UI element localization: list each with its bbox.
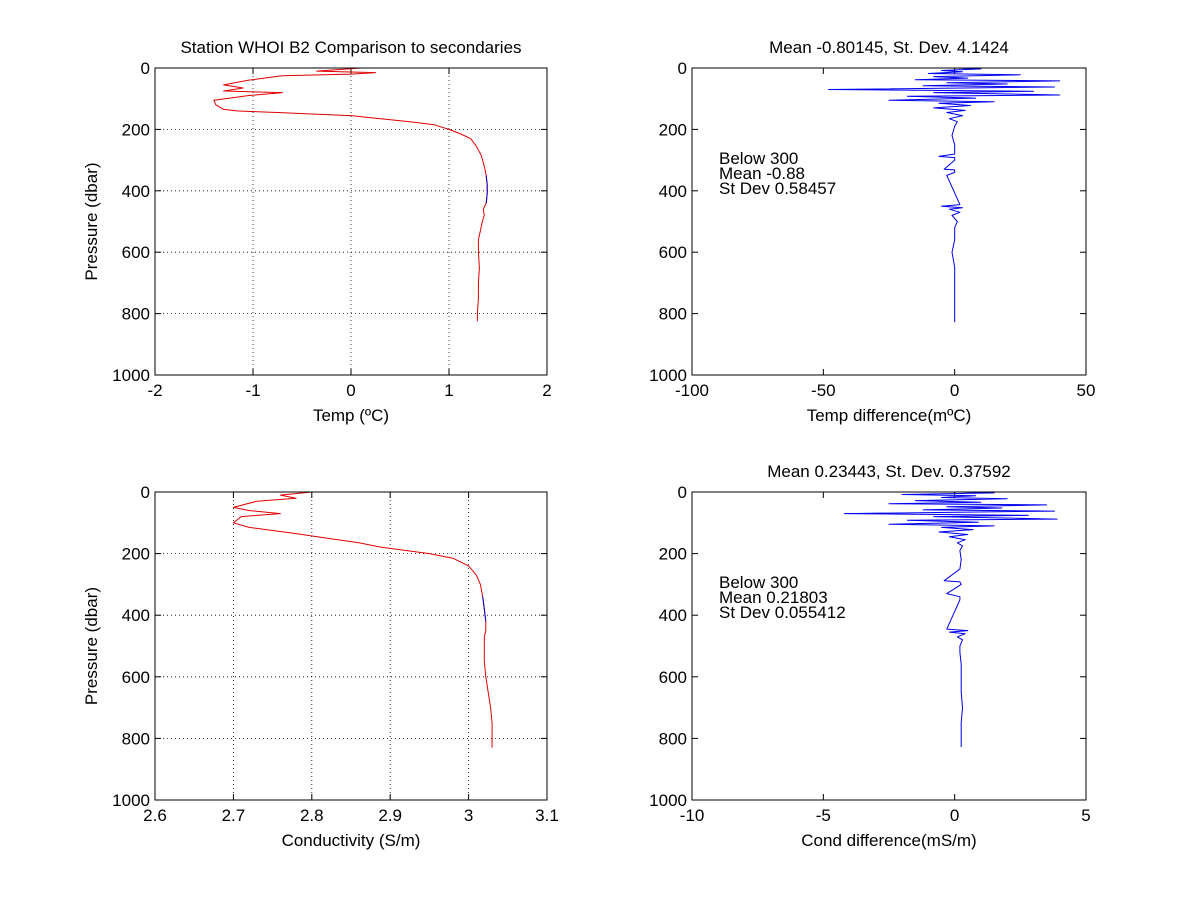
x-tick-label: 0 [950, 806, 959, 825]
y-tick-label: 200 [122, 545, 150, 564]
series-line-2 [485, 175, 488, 204]
y-tick-label: 600 [659, 243, 687, 262]
series-line-1 [843, 491, 1058, 747]
x-tick-label: 0 [346, 381, 355, 400]
x-tick-label: 1 [444, 381, 453, 400]
chart-panel-3: 2.6 2.7 2.8 2.9 3 3.1 0 200 400 600 800 1000 Conduct… [82, 483, 559, 850]
axes-frame [691, 491, 1087, 801]
x-tick-label: -5 [816, 806, 831, 825]
axes-frame [154, 67, 548, 376]
x-tick-label: 3.1 [535, 806, 559, 825]
y-tick-label: 0 [141, 483, 150, 502]
x-tick-label: 2.9 [378, 806, 402, 825]
x-tick-label: 2.6 [143, 806, 167, 825]
chart-title: Mean 0.23443, St. Dev. 0.37592 [767, 462, 1011, 481]
x-tick-label: -50 [811, 381, 836, 400]
x-tick-label: -100 [675, 381, 709, 400]
axes-frame [154, 491, 548, 801]
x-tick-label: -10 [680, 806, 705, 825]
y-axis-label: Pressure (dbar) [82, 587, 101, 705]
y-tick-label: 1000 [112, 791, 150, 810]
stats-annotation: Mean -0.88 [719, 164, 805, 183]
x-tick-label: -1 [245, 381, 260, 400]
y-tick-label: 800 [659, 305, 687, 324]
y-tick-label: 600 [122, 243, 150, 262]
axes-frame [691, 67, 1087, 376]
y-tick-label: 0 [678, 59, 687, 78]
x-axis-label: Conductivity (S/m) [282, 831, 421, 850]
y-axis-label: Pressure (dbar) [82, 162, 101, 280]
y-tick-label: 200 [122, 120, 150, 139]
x-tick-label: 2.8 [300, 806, 324, 825]
x-axis-label: Temp (ºC) [313, 406, 389, 425]
y-tick-label: 200 [659, 545, 687, 564]
y-tick-label: 0 [678, 483, 687, 502]
y-tick-label: 800 [122, 305, 150, 324]
y-tick-label: 400 [122, 606, 150, 625]
y-tick-label: 1000 [649, 366, 687, 385]
chart-panel-4: -10 -5 0 5 0 200 400 600 800 1000 Mean 0.23443, St… [649, 462, 1091, 850]
chart-panel-2: -100 -50 0 50 0 200 400 600 800 1000 Mean -0.80145… [649, 38, 1095, 425]
x-tick-label: 3 [464, 806, 473, 825]
series-line-2 [482, 596, 487, 622]
x-tick-label: 0 [950, 381, 959, 400]
y-tick-label: 600 [122, 668, 150, 687]
y-tick-label: 800 [122, 729, 150, 748]
y-tick-label: 400 [122, 182, 150, 201]
y-tick-label: 0 [141, 59, 150, 78]
y-tick-label: 600 [659, 668, 687, 687]
x-tick-label: 5 [1081, 806, 1090, 825]
stats-annotation: Below 300 [719, 149, 798, 168]
chart-panel-1: -2 -1 0 1 2 0 200 400 600 800 1000 Station WHOI B2 … [82, 38, 552, 425]
x-tick-label: 2 [542, 381, 551, 400]
y-tick-label: 1000 [649, 791, 687, 810]
series-line-1 [232, 491, 493, 748]
x-axis-label: Cond difference(mS/m) [801, 831, 976, 850]
y-tick-label: 400 [659, 182, 687, 201]
x-tick-label: 2.7 [222, 806, 246, 825]
series-line-1 [828, 67, 1061, 323]
y-tick-label: 1000 [112, 366, 150, 385]
x-axis-label: Temp difference(mºC) [807, 406, 972, 425]
y-tick-label: 200 [659, 120, 687, 139]
stats-annotation: Mean 0.21803 [719, 588, 828, 607]
x-tick-label: 50 [1077, 381, 1096, 400]
stats-annotation: Below 300 [719, 573, 798, 592]
chart-title: Station WHOI B2 Comparison to secondarie… [180, 38, 521, 57]
stats-annotation: St Dev 0.055412 [719, 603, 846, 622]
stats-annotation: St Dev 0.58457 [719, 179, 836, 198]
series-line-1 [213, 67, 488, 322]
y-tick-label: 800 [659, 729, 687, 748]
y-tick-label: 400 [659, 606, 687, 625]
x-tick-label: -2 [147, 381, 162, 400]
chart-title: Mean -0.80145, St. Dev. 4.1424 [769, 38, 1009, 57]
